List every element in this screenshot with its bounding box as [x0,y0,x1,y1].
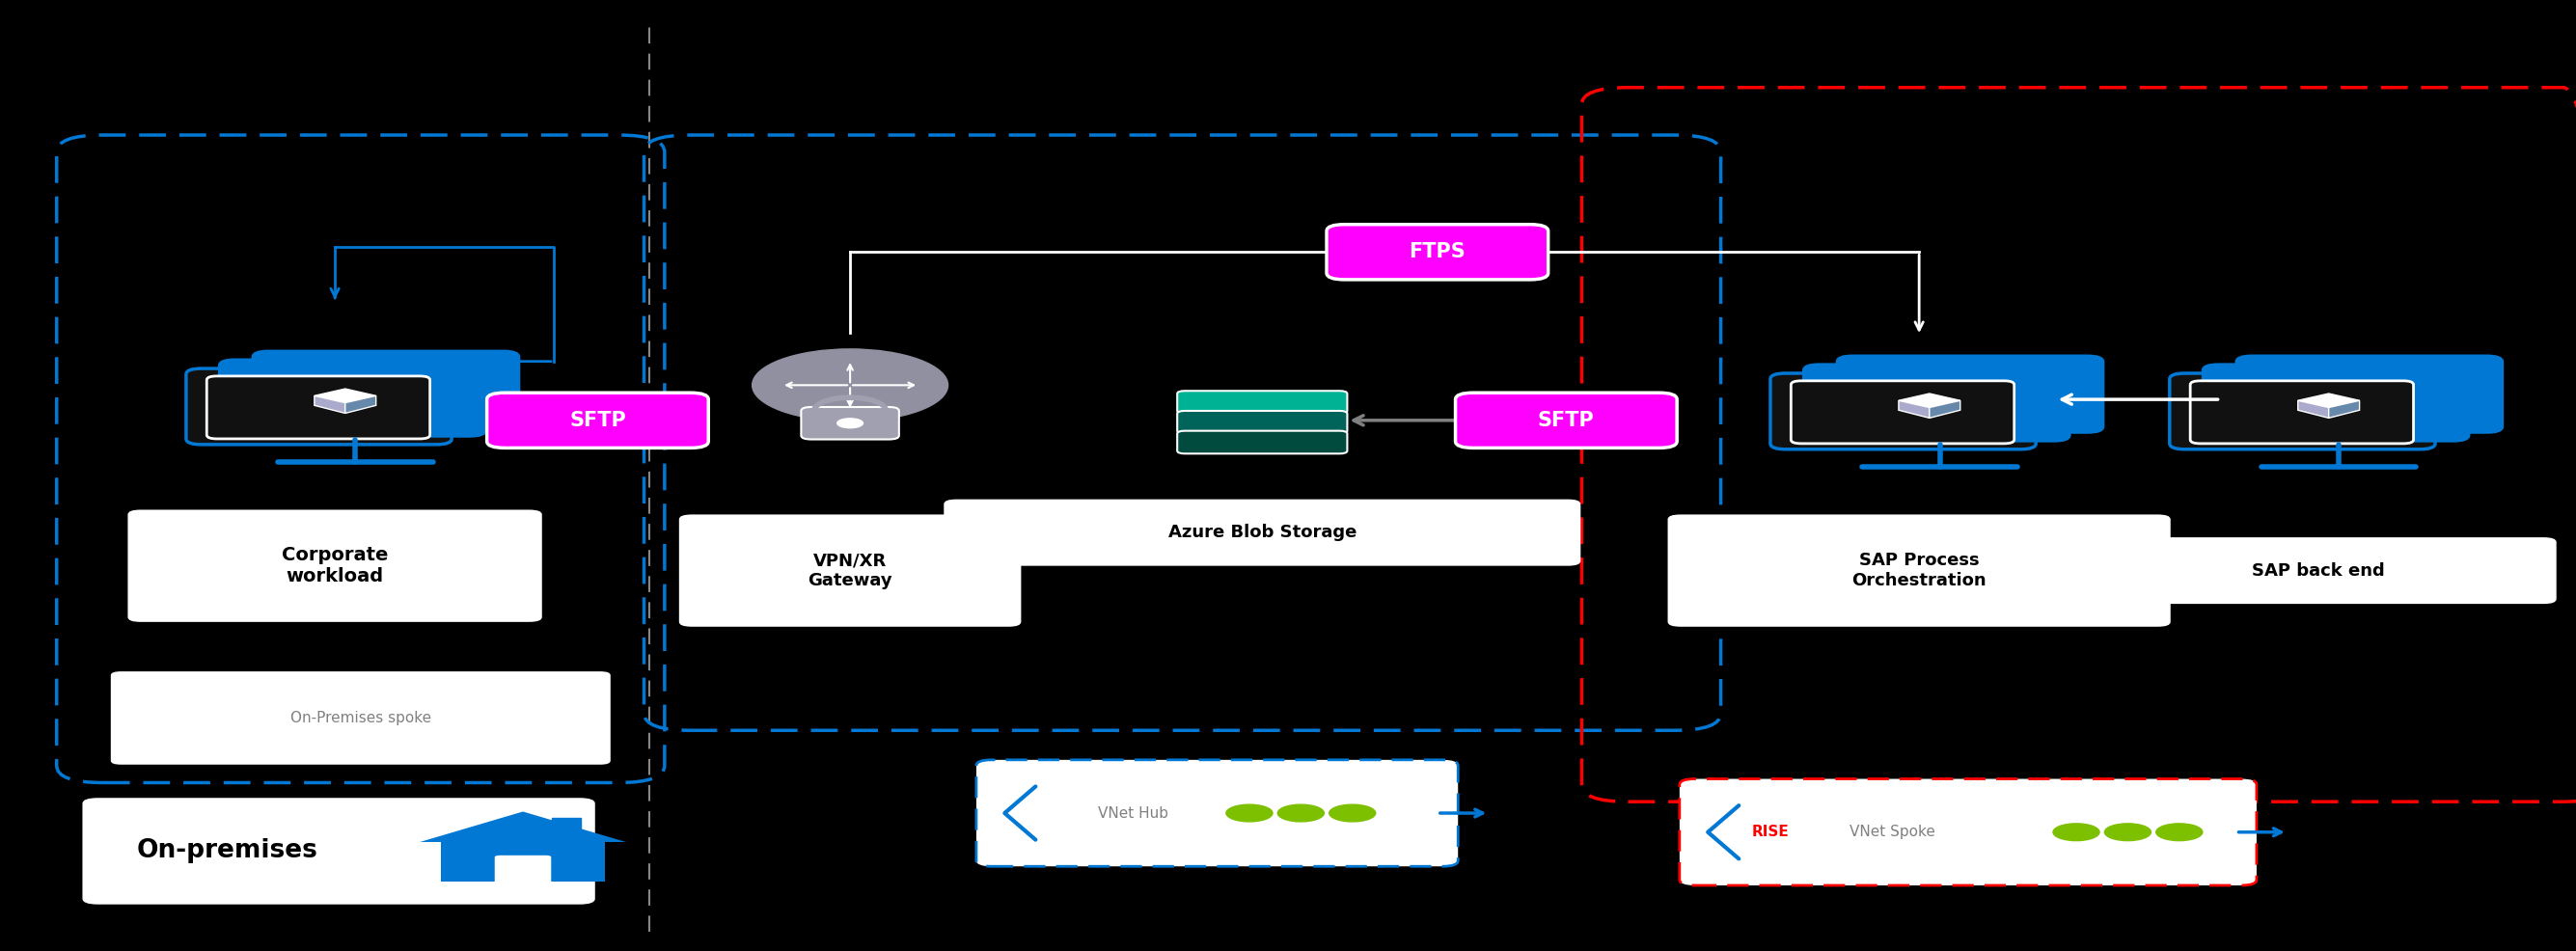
FancyBboxPatch shape [1803,365,2069,440]
Polygon shape [1929,400,1960,418]
FancyBboxPatch shape [1327,224,1548,280]
Circle shape [1329,805,1376,822]
FancyBboxPatch shape [2202,365,2468,440]
FancyBboxPatch shape [487,393,708,448]
Text: SAP back end: SAP back end [2251,562,2385,579]
Polygon shape [2329,400,2360,418]
FancyBboxPatch shape [2236,357,2501,432]
Polygon shape [420,811,626,842]
Circle shape [752,349,948,421]
Polygon shape [1899,400,1929,418]
Text: VNet Spoke: VNet Spoke [1850,825,1935,840]
FancyBboxPatch shape [801,407,899,439]
FancyBboxPatch shape [1680,779,2257,885]
FancyBboxPatch shape [185,369,451,444]
Text: SAP Process
Orchestration: SAP Process Orchestration [1852,552,1986,590]
Text: FTPS: FTPS [1409,243,1466,262]
FancyBboxPatch shape [1177,411,1347,434]
Text: VPN/XR
Gateway: VPN/XR Gateway [809,552,891,590]
FancyBboxPatch shape [1770,374,2035,449]
Polygon shape [2298,400,2329,418]
Circle shape [2156,824,2202,841]
FancyBboxPatch shape [680,514,1020,627]
FancyBboxPatch shape [2081,537,2555,604]
Text: Azure Blob Storage: Azure Blob Storage [1167,524,1358,541]
FancyBboxPatch shape [219,360,484,436]
Polygon shape [2298,394,2360,408]
Text: On-Premises spoke: On-Premises spoke [291,710,430,726]
Text: VNet Hub: VNet Hub [1097,805,1170,821]
FancyBboxPatch shape [1837,357,2102,432]
FancyBboxPatch shape [1667,514,2172,627]
Polygon shape [345,396,376,414]
FancyBboxPatch shape [1790,380,2014,443]
Text: On-premises: On-premises [137,839,317,864]
FancyBboxPatch shape [129,510,541,622]
FancyBboxPatch shape [976,760,1458,866]
Circle shape [2105,824,2151,841]
Circle shape [837,418,863,428]
FancyBboxPatch shape [943,499,1582,566]
Circle shape [1226,805,1273,822]
FancyBboxPatch shape [1177,431,1347,454]
Circle shape [1278,805,1324,822]
Polygon shape [551,818,580,842]
FancyBboxPatch shape [2190,380,2414,443]
Text: SFTP: SFTP [1538,411,1595,430]
FancyBboxPatch shape [111,671,611,765]
FancyBboxPatch shape [440,842,605,882]
FancyBboxPatch shape [252,352,518,427]
Polygon shape [314,396,345,414]
Text: RISE: RISE [1752,825,1790,840]
Text: SFTP: SFTP [569,411,626,430]
FancyBboxPatch shape [206,376,430,438]
Polygon shape [314,389,376,403]
FancyBboxPatch shape [495,855,551,883]
FancyBboxPatch shape [1177,391,1347,414]
Circle shape [2053,824,2099,841]
Text: Corporate
workload: Corporate workload [281,546,389,586]
FancyBboxPatch shape [82,798,595,904]
Polygon shape [1899,394,1960,408]
FancyBboxPatch shape [1455,393,1677,448]
FancyBboxPatch shape [2169,374,2434,449]
